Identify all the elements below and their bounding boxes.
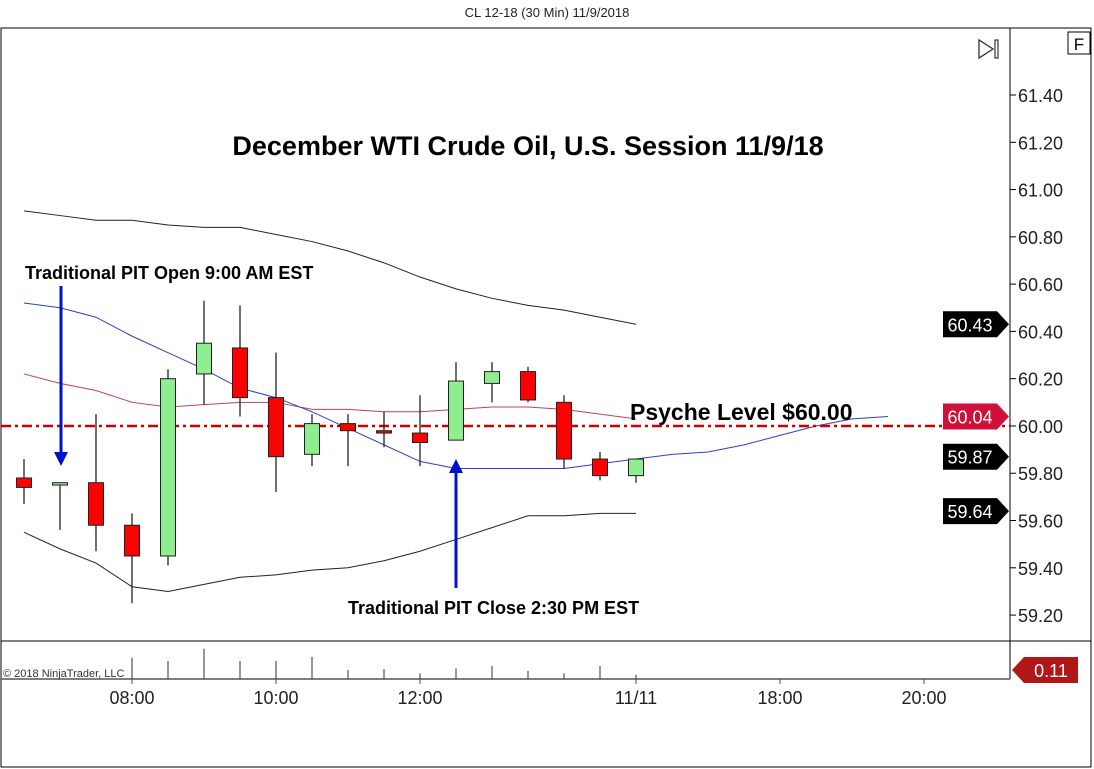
middle-band-line <box>23 373 637 420</box>
x-tick-label: 08:00 <box>109 688 154 708</box>
volume-tag: 0.11 <box>1034 661 1068 681</box>
y-tick-label: 60.60 <box>1018 275 1063 295</box>
chart-annotation-title: December WTI Crude Oil, U.S. Session 11/… <box>232 131 823 161</box>
candle-body <box>484 371 500 384</box>
y-tick-label: 61.00 <box>1018 181 1063 201</box>
candle-body <box>340 423 356 432</box>
price-tag-flag <box>943 443 1009 470</box>
y-tick-label: 59.40 <box>1018 559 1063 579</box>
f-button[interactable]: F <box>1067 31 1091 55</box>
candle-body <box>88 482 104 526</box>
pit-close-label: Traditional PIT Close 2:30 PM EST <box>348 598 639 618</box>
scroll-to-end-button[interactable] <box>978 38 999 60</box>
x-tick-label: 12:00 <box>397 688 442 708</box>
x-tick-label: 18:00 <box>757 688 802 708</box>
x-axis-ticks: 08:00 10:00 12:00 11/11 18:00 20:00 <box>109 679 947 708</box>
window-title: CL 12-18 (30 Min) 11/9/2018 <box>464 5 630 20</box>
price-tag-flag <box>943 498 1009 525</box>
candle-body <box>304 423 320 455</box>
y-tick-label: 60.80 <box>1018 228 1063 248</box>
y-tick-label: 60.00 <box>1018 417 1063 437</box>
x-tick-label: 11/11 <box>615 688 657 708</box>
lower-band-line <box>23 512 636 592</box>
candle-body <box>412 432 428 444</box>
y-axis-ticks: 61.40 61.20 61.00 60.80 60.60 60.40 60.20 60.00… <box>1010 86 1063 626</box>
y-tick-label: 60.20 <box>1018 370 1063 390</box>
candle-body <box>520 371 536 401</box>
y-tick-label: 61.20 <box>1018 133 1063 153</box>
pit-open-label: Traditional PIT Open 9:00 AM EST <box>25 263 313 283</box>
y-tick-label: 59.80 <box>1018 464 1063 484</box>
chart-frame <box>0 27 1092 768</box>
candle-body <box>232 347 248 399</box>
price-tag: 59.64 <box>947 502 992 522</box>
candle-body <box>592 458 608 477</box>
y-tick-label: 60.40 <box>1018 322 1063 342</box>
x-tick-label: 10:00 <box>253 688 298 708</box>
y-tick-label: 61.40 <box>1018 86 1063 106</box>
volume-bars <box>131 648 637 679</box>
candle-body <box>376 430 392 434</box>
candle-body <box>16 477 32 488</box>
volume-tag-flag <box>1012 657 1078 683</box>
price-tag: 60.04 <box>947 408 992 428</box>
candle-body <box>52 482 68 486</box>
candle-body <box>628 458 644 477</box>
price-tag-flag <box>943 403 1009 430</box>
candle-body <box>196 342 212 375</box>
price-tags: 60.43 60.04 59.87 59.64 0.11 <box>943 311 1078 683</box>
psyche-level-label: Psyche Level $60.00 <box>630 399 853 425</box>
price-tag-flag <box>943 311 1009 338</box>
copyright-text: © 2018 NinjaTrader, LLC <box>3 668 124 680</box>
candle-body <box>268 397 284 458</box>
upper-band-line <box>23 210 637 325</box>
candles <box>16 300 644 604</box>
price-tag: 59.87 <box>947 448 992 468</box>
candle-body <box>160 378 176 557</box>
y-tick-label: 59.60 <box>1018 512 1063 532</box>
x-tick-label: 20:00 <box>901 688 946 708</box>
pit-close-arrow-icon <box>449 459 463 588</box>
price-tag: 60.43 <box>947 315 992 335</box>
f-button-label: F <box>1074 35 1084 54</box>
pit-open-arrow-icon <box>54 286 68 466</box>
y-tick-label: 59.20 <box>1018 606 1063 626</box>
candle-body <box>448 380 464 441</box>
candle-body <box>124 524 140 557</box>
candle-body <box>556 401 572 460</box>
play-to-end-icon <box>978 38 995 60</box>
